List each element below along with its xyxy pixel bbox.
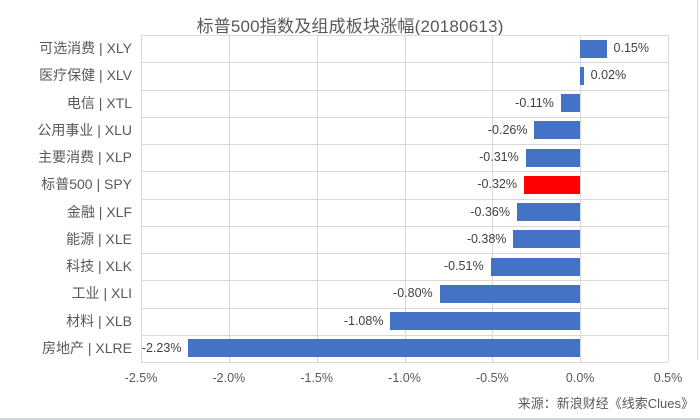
category-label: 标普500 | SPY [41, 176, 132, 193]
gridline-horizontal [141, 171, 668, 172]
bar-value-label: -1.08% [343, 313, 384, 328]
category-label: 可选消费 | XLY [39, 40, 132, 56]
bar [580, 66, 584, 85]
bar-value-label: -0.26% [487, 122, 528, 137]
bar-value-label: -0.80% [393, 286, 433, 301]
bar-value-label: -0.11% [515, 95, 554, 110]
x-axis-tick-label: 0.5% [653, 371, 683, 385]
x-axis-tick-label: -1.0% [388, 371, 421, 385]
category-label: 材料 | XLB [66, 312, 132, 329]
worksheet-edge-line [697, 0, 698, 360]
gridline-horizontal [141, 226, 668, 227]
gridline-horizontal [141, 62, 668, 63]
category-label: 主要消费 | XLP [38, 149, 132, 165]
gridline-horizontal [141, 335, 668, 336]
plot-area [141, 35, 669, 363]
category-label: 金融 | XLF [66, 203, 132, 220]
gridline-horizontal [141, 117, 668, 118]
bar-value-label: -0.32% [477, 177, 517, 192]
x-axis-tick-label: 0.0% [565, 371, 595, 385]
category-label: 科技 | XLK [66, 258, 132, 274]
gridline-horizontal [141, 253, 668, 254]
gridline-vertical [316, 35, 318, 362]
bar [525, 148, 581, 167]
gridline-vertical [141, 35, 142, 362]
bar-value-label: -0.51% [443, 259, 484, 273]
category-label: 医疗保健 | XLV [39, 67, 132, 84]
gridline-horizontal [141, 199, 668, 200]
bar [439, 284, 581, 303]
source-note: 来源：新浪财经《线索Clues》 [517, 396, 694, 411]
bar [534, 121, 581, 140]
bar-value-label: -0.38% [466, 231, 507, 246]
category-label: 房地产 | XLRE [42, 339, 132, 356]
gridline-vertical [492, 35, 494, 362]
bar-value-label: -0.36% [470, 204, 510, 219]
gridline-horizontal [141, 280, 668, 281]
gridline-horizontal [141, 144, 668, 145]
category-label: 能源 | XLE [66, 230, 132, 247]
gridline-horizontal [141, 308, 668, 309]
bar [560, 94, 581, 113]
bar [580, 39, 607, 58]
bar [523, 175, 581, 194]
gridline-vertical [668, 35, 669, 362]
gridline-vertical [404, 35, 406, 362]
bar-value-label: -2.23% [141, 340, 182, 355]
bar-value-label: 0.15% [613, 41, 649, 55]
x-axis-tick-label: -2.0% [212, 371, 246, 385]
gridline-horizontal [141, 362, 668, 363]
category-label: 电信 | XTL [66, 94, 132, 111]
bar-value-label: 0.02% [590, 68, 627, 83]
bar [513, 230, 581, 249]
bar-value-label: -0.31% [479, 150, 519, 164]
x-axis-tick-label: -1.5% [300, 371, 333, 385]
gridline-vertical [228, 35, 230, 362]
category-label: 公用事业 | XLU [37, 121, 132, 138]
bar [390, 312, 581, 331]
bar [516, 203, 581, 222]
chart-title: 标普500指数及组成板块涨幅(20180613) [196, 17, 504, 36]
gridline-horizontal [141, 90, 668, 91]
bar [490, 257, 581, 276]
gridline-vertical [580, 35, 582, 362]
bar [188, 339, 581, 358]
category-label: 工业 | XLI [71, 285, 132, 302]
bottom-edge-line [0, 418, 700, 420]
x-axis-tick-label: -0.5% [476, 371, 509, 385]
x-axis-tick-label: -2.5% [124, 371, 158, 385]
gridline-horizontal [141, 35, 668, 36]
